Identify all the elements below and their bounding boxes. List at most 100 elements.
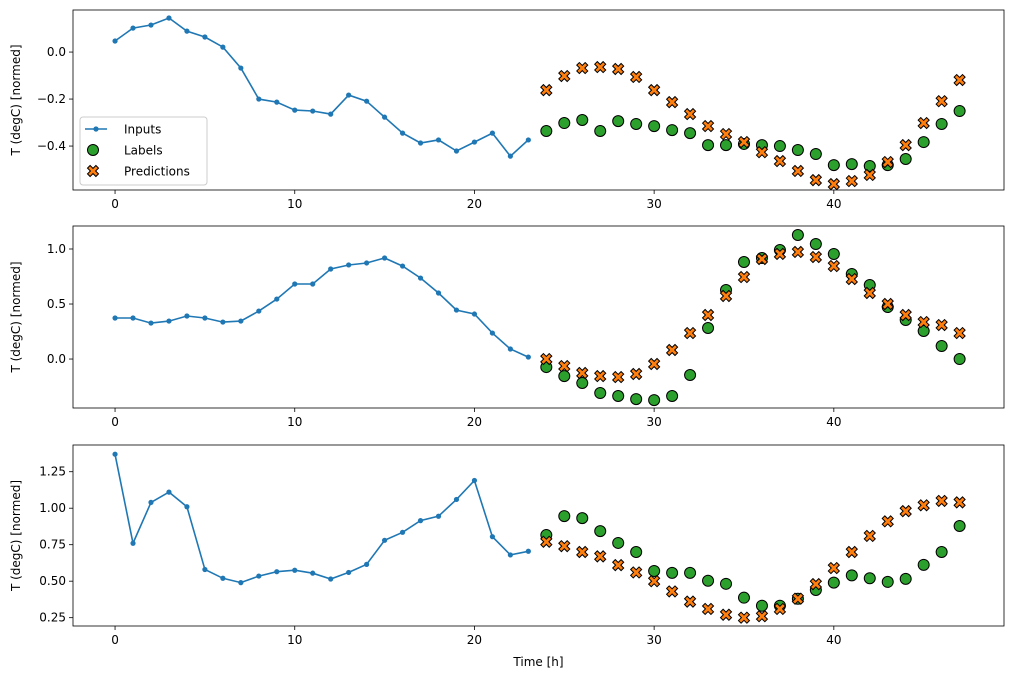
label-point — [827, 576, 840, 589]
legend: Inputs Labels Predictions — [79, 116, 208, 186]
prediction-point — [719, 289, 733, 303]
label-point — [827, 159, 840, 172]
y-tick-label: 1.0 — [47, 242, 66, 256]
prediction-point — [791, 164, 805, 178]
input-point — [238, 65, 244, 71]
label-point — [612, 115, 625, 128]
label-point — [666, 390, 679, 403]
input-point — [220, 319, 226, 325]
prediction-point — [935, 94, 948, 108]
prediction-point — [665, 343, 679, 357]
x-axis-label: Time [h] — [512, 655, 563, 669]
input-point — [471, 311, 478, 317]
label-point — [935, 545, 948, 558]
x-tick-label: 40 — [826, 633, 841, 647]
label-point — [809, 148, 822, 161]
prediction-point — [558, 539, 571, 553]
input-point — [292, 281, 298, 287]
prediction-point — [809, 173, 823, 187]
prediction-point — [863, 286, 876, 300]
axes-frame — [72, 9, 1005, 191]
input-point — [453, 148, 460, 154]
x-tick-label: 10 — [287, 415, 302, 429]
label-point — [540, 125, 553, 138]
x-tick-label: 0 — [111, 633, 119, 647]
prediction-point — [881, 515, 894, 528]
label-point — [827, 247, 840, 260]
prediction-point — [737, 135, 751, 149]
legend-inputs-marker-icon — [93, 126, 99, 132]
label-point — [594, 387, 607, 400]
input-point — [112, 315, 118, 321]
input-point — [166, 15, 172, 21]
input-point — [148, 320, 154, 326]
label-point — [648, 120, 661, 133]
plot-area — [112, 15, 966, 190]
input-point — [489, 534, 496, 540]
label-point — [648, 564, 661, 577]
label-point — [702, 322, 715, 335]
subplot-2: 0 10 20 30 40 0.0 0.5 1.0 T (degC) [normed] — [9, 225, 1005, 429]
label-point — [648, 394, 661, 407]
input-point — [274, 296, 280, 302]
y-tick-label: 0.75 — [39, 538, 66, 552]
input-point — [471, 477, 478, 484]
label-point — [630, 545, 643, 558]
input-point — [471, 139, 478, 145]
x-tick-label: 30 — [646, 415, 661, 429]
subplot-1: 0 10 20 30 40 0.0 −0.2 −0.4 T (degC) [normed] Inp… — [9, 9, 1005, 211]
prediction-point — [863, 168, 876, 182]
prediction-point — [611, 370, 625, 384]
label-point — [684, 127, 697, 140]
y-tick-label: 0.0 — [47, 45, 66, 59]
label-point — [737, 591, 750, 604]
label-point — [684, 368, 697, 381]
input-point — [435, 513, 442, 519]
y-axis-label: T (degC) [normed] — [9, 44, 23, 156]
prediction-point — [629, 70, 643, 84]
prediction-point — [881, 155, 894, 169]
input-point — [256, 308, 262, 314]
input-point — [238, 580, 244, 586]
x-tick-label: 30 — [646, 197, 661, 211]
prediction-point — [917, 315, 930, 329]
label-point — [720, 577, 733, 590]
input-point — [238, 318, 244, 324]
prediction-point — [594, 60, 607, 74]
input-point — [166, 489, 172, 495]
prediction-point — [845, 272, 859, 286]
x-tick-label: 30 — [646, 633, 661, 647]
prediction-point — [917, 116, 930, 130]
prediction-point — [576, 545, 589, 559]
axes-frame — [72, 225, 1005, 409]
input-point — [274, 99, 280, 105]
input-point — [417, 140, 424, 146]
prediction-point — [647, 574, 661, 588]
prediction-point — [953, 73, 966, 87]
input-point — [202, 315, 208, 321]
input-point — [417, 518, 424, 524]
legend-labels-marker-icon — [87, 144, 99, 156]
label-point — [899, 152, 912, 165]
prediction-point — [809, 577, 823, 591]
prediction-point — [827, 177, 841, 190]
input-point — [525, 548, 531, 554]
input-point — [507, 552, 513, 558]
input-point — [112, 451, 118, 457]
y-tick-label: 0.50 — [39, 574, 66, 588]
prediction-point — [719, 127, 733, 141]
y-tick-label: 0.5 — [47, 297, 66, 311]
label-point — [666, 124, 679, 137]
label-point — [720, 139, 733, 152]
input-point — [417, 275, 424, 281]
label-point — [612, 390, 625, 403]
label-point — [809, 238, 822, 251]
prediction-point — [647, 83, 661, 97]
input-point — [346, 92, 352, 98]
inputs-line — [115, 257, 529, 358]
input-point — [166, 318, 172, 324]
y-tick-label: −0.2 — [37, 92, 66, 106]
prediction-point — [540, 352, 553, 366]
input-point — [364, 98, 370, 104]
label-point — [773, 140, 786, 153]
